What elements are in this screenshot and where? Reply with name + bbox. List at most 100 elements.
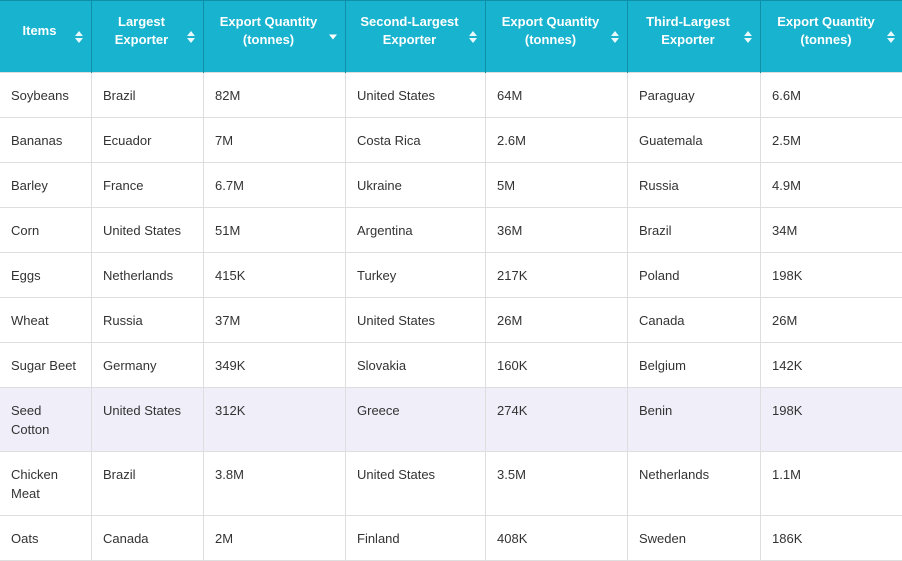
table-cell: Paraguay [628, 73, 761, 118]
table-cell: Finland [346, 516, 486, 561]
table-cell: 5M [486, 163, 628, 208]
table-row: Soybeans Brazil 82M United States 64M Pa… [0, 73, 902, 118]
table-cell: 186K [761, 516, 902, 561]
table-row: Bananas Ecuador 7M Costa Rica 2.6M Guate… [0, 118, 902, 163]
table-cell: Chicken Meat [0, 452, 92, 516]
table-cell: Benin [628, 388, 761, 452]
table-cell: 6.7M [204, 163, 346, 208]
table-cell: Brazil [628, 208, 761, 253]
table-cell: 1.1M [761, 452, 902, 516]
table-header: Items Largest Exporter Export Quantity (… [0, 1, 902, 73]
table-cell: United States [92, 388, 204, 452]
table-cell: 64M [486, 73, 628, 118]
header-row: Items Largest Exporter Export Quantity (… [0, 1, 902, 73]
table-cell: 37M [204, 298, 346, 343]
column-header-label: Export Quantity (tonnes) [771, 13, 881, 49]
table-cell: Russia [628, 163, 761, 208]
table-row: Sugar Beet Germany 349K Slovakia 160K Be… [0, 343, 902, 388]
column-header-label: Export Quantity (tonnes) [214, 13, 323, 49]
table-cell: 36M [486, 208, 628, 253]
table-cell: Costa Rica [346, 118, 486, 163]
table-cell: 4.9M [761, 163, 902, 208]
table-body: Soybeans Brazil 82M United States 64M Pa… [0, 73, 902, 561]
table-cell: Russia [92, 298, 204, 343]
table-cell: 160K [486, 343, 628, 388]
sort-icon[interactable] [744, 31, 752, 43]
column-header-items[interactable]: Items [0, 1, 92, 73]
table-cell: 2M [204, 516, 346, 561]
table-row: Wheat Russia 37M United States 26M Canad… [0, 298, 902, 343]
table-cell: Oats [0, 516, 92, 561]
table-row: Eggs Netherlands 415K Turkey 217K Poland… [0, 253, 902, 298]
table-row: Oats Canada 2M Finland 408K Sweden 186K [0, 516, 902, 561]
table-cell: United States [346, 73, 486, 118]
table-cell: Ukraine [346, 163, 486, 208]
table-cell: Argentina [346, 208, 486, 253]
table-cell: 34M [761, 208, 902, 253]
table-cell: 408K [486, 516, 628, 561]
table-row: Chicken Meat Brazil 3.8M United States 3… [0, 452, 902, 516]
table-cell: 7M [204, 118, 346, 163]
table-cell: Eggs [0, 253, 92, 298]
sort-icon[interactable] [469, 31, 477, 43]
table-cell: Slovakia [346, 343, 486, 388]
table-cell: United States [92, 208, 204, 253]
sort-icon[interactable] [611, 31, 619, 43]
table-cell: Canada [628, 298, 761, 343]
table-cell: Corn [0, 208, 92, 253]
table-cell: 349K [204, 343, 346, 388]
column-header-export-quantity-2[interactable]: Export Quantity (tonnes) [486, 1, 628, 73]
column-header-export-quantity-1[interactable]: Export Quantity (tonnes) [204, 1, 346, 73]
table-cell: Netherlands [92, 253, 204, 298]
table-cell: Seed Cotton [0, 388, 92, 452]
table-row-highlighted: Seed Cotton United States 312K Greece 27… [0, 388, 902, 452]
column-header-label: Largest Exporter [102, 13, 181, 49]
table-cell: France [92, 163, 204, 208]
table-cell: 3.5M [486, 452, 628, 516]
table-cell: 217K [486, 253, 628, 298]
table-row: Corn United States 51M Argentina 36M Bra… [0, 208, 902, 253]
table-cell: Wheat [0, 298, 92, 343]
column-header-label: Items [10, 22, 69, 40]
table-cell: 198K [761, 388, 902, 452]
sort-descending-icon[interactable] [329, 34, 337, 39]
table-cell: 26M [761, 298, 902, 343]
table-cell: Netherlands [628, 452, 761, 516]
column-header-largest-exporter[interactable]: Largest Exporter [92, 1, 204, 73]
column-header-export-quantity-3[interactable]: Export Quantity (tonnes) [761, 1, 902, 73]
table-cell: Belgium [628, 343, 761, 388]
table-cell: United States [346, 452, 486, 516]
table-cell: 312K [204, 388, 346, 452]
table-cell: Barley [0, 163, 92, 208]
sort-icon[interactable] [887, 31, 895, 43]
column-header-third-largest-exporter[interactable]: Third-Largest Exporter [628, 1, 761, 73]
table-cell: 26M [486, 298, 628, 343]
table-cell: 198K [761, 253, 902, 298]
sort-icon[interactable] [75, 31, 83, 43]
table-cell: 6.6M [761, 73, 902, 118]
table-cell: 51M [204, 208, 346, 253]
column-header-second-largest-exporter[interactable]: Second-Largest Exporter [346, 1, 486, 73]
table-cell: 2.6M [486, 118, 628, 163]
table-row: Barley France 6.7M Ukraine 5M Russia 4.9… [0, 163, 902, 208]
table-cell: United States [346, 298, 486, 343]
table-cell: Poland [628, 253, 761, 298]
table-cell: Guatemala [628, 118, 761, 163]
table-cell: Ecuador [92, 118, 204, 163]
table-cell: Sugar Beet [0, 343, 92, 388]
table-cell: 82M [204, 73, 346, 118]
column-header-label: Export Quantity (tonnes) [496, 13, 605, 49]
table-cell: Germany [92, 343, 204, 388]
table-cell: 3.8M [204, 452, 346, 516]
table-cell: 415K [204, 253, 346, 298]
column-header-label: Second-Largest Exporter [356, 13, 463, 49]
table-cell: Canada [92, 516, 204, 561]
sort-icon[interactable] [187, 31, 195, 43]
table-cell: Turkey [346, 253, 486, 298]
table-cell: 274K [486, 388, 628, 452]
table-cell: Brazil [92, 73, 204, 118]
table-cell: Greece [346, 388, 486, 452]
table-cell: 142K [761, 343, 902, 388]
column-header-label: Third-Largest Exporter [638, 13, 738, 49]
